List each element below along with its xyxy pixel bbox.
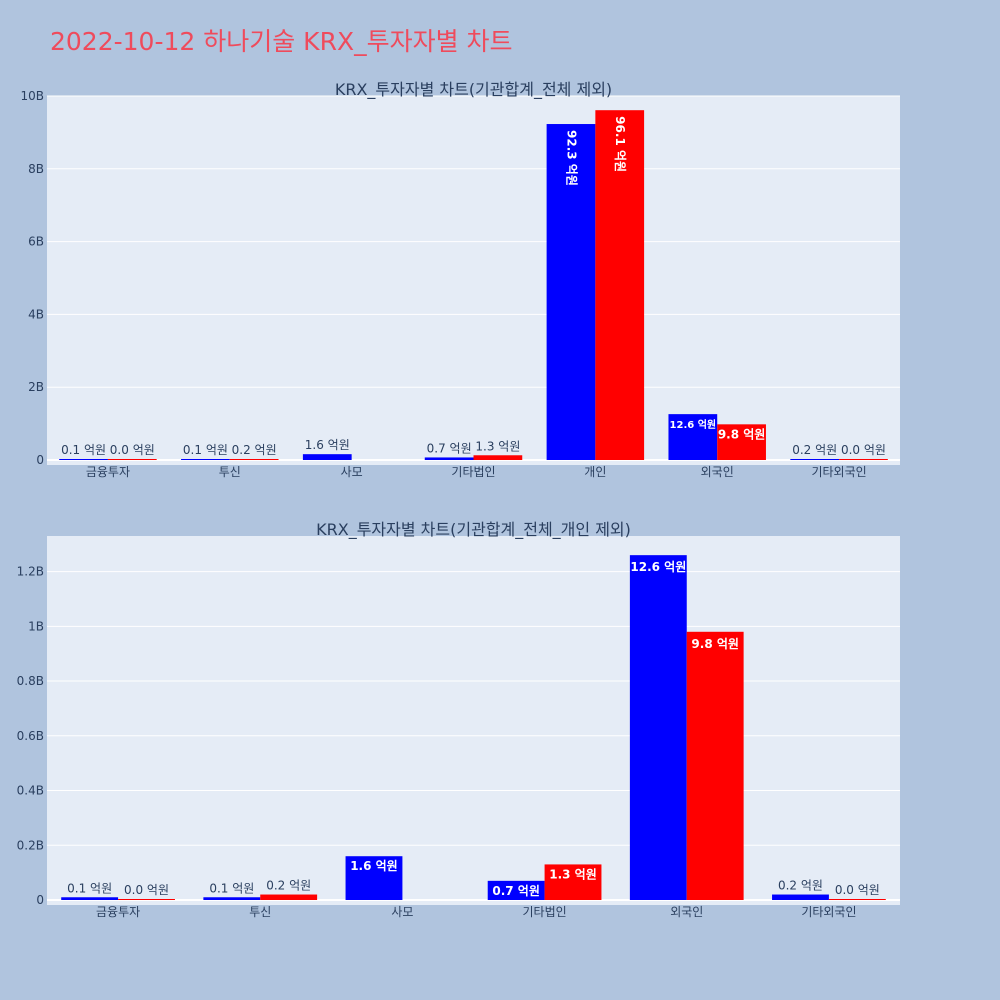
data-label: 1.6 억원: [305, 438, 350, 452]
y-tick-label: 1.2B: [17, 565, 44, 579]
data-label: 1.6 억원: [350, 859, 398, 873]
y-tick-label: 0.2B: [17, 838, 44, 852]
data-label: 0.7 억원: [492, 884, 540, 898]
chart-2: 0 0.2B 0.4B 0.6B 0.8B 1B 1.2B KRX_투자자별 차트(기관합계_…: [17, 520, 900, 919]
x-tick-label: 기타법인: [522, 905, 566, 919]
bar: [59, 459, 108, 460]
plot-background: [47, 96, 900, 465]
x-tick-label: 사모: [391, 905, 413, 919]
chart-title: KRX_투자자별 차트(기관합계_전체 제외): [335, 80, 612, 100]
bar: [424, 457, 474, 460]
bar: [629, 555, 687, 900]
bar: [61, 897, 119, 900]
x-tick-label: 기타외국인: [801, 905, 856, 919]
data-label: 1.3 억원: [475, 439, 520, 453]
data-label: 0.1 억원: [183, 443, 228, 457]
data-label: 92.3 억원: [564, 130, 578, 186]
data-label: 9.8 억원: [691, 637, 739, 651]
bar: [302, 454, 352, 460]
y-tick-label: 1B: [28, 619, 44, 633]
bar: [790, 459, 840, 460]
x-tick-label: 기타법인: [451, 465, 495, 479]
x-tick-label: 투신: [249, 905, 271, 919]
bar: [203, 897, 261, 900]
x-tick-label: 기타외국인: [811, 465, 866, 479]
data-label: 9.8 억원: [718, 427, 766, 441]
x-tick-label: 외국인: [701, 465, 734, 479]
chart-title: KRX_투자자별 차트(기관합계_전체_개인 제외): [316, 520, 631, 540]
x-tick-label: 개인: [584, 465, 606, 479]
chart-1: 0 2B 4B 6B 8B 10B KRX_투자자별 차트(기관합계_전체 제외) 금융투자 0…: [20, 80, 900, 479]
bar: [546, 124, 596, 460]
bar: [229, 459, 279, 460]
data-label: 0.2 억원: [792, 443, 837, 457]
x-tick-label: 사모: [341, 465, 363, 479]
y-tick-label: 0.6B: [17, 729, 44, 743]
data-label: 0.2 억원: [266, 879, 311, 893]
bar: [828, 899, 886, 900]
y-tick-label: 0.4B: [17, 784, 44, 798]
bar: [118, 899, 175, 900]
bar: [686, 631, 744, 900]
data-label: 12.6 억원: [630, 560, 686, 574]
data-label: 0.0 억원: [841, 443, 886, 457]
x-tick-label: 금융투자: [96, 905, 140, 919]
data-label: 0.1 억원: [209, 881, 254, 895]
bar: [107, 459, 157, 460]
bar: [544, 864, 602, 900]
data-label: 0.0 억원: [110, 443, 155, 457]
data-label: 0.0 억원: [124, 883, 169, 897]
x-tick-label: 금융투자: [86, 465, 130, 479]
data-label: 0.2 억원: [778, 879, 823, 893]
bar: [181, 459, 230, 460]
bar: [345, 856, 403, 900]
y-tick-label: 2B: [28, 380, 44, 394]
y-tick-label: 4B: [28, 307, 44, 321]
x-tick-label: 투신: [219, 465, 241, 479]
data-label: 0.1 억원: [61, 443, 106, 457]
x-tick-label: 외국인: [670, 905, 703, 919]
bar: [473, 455, 523, 460]
plot-background: [47, 536, 900, 905]
y-tick-label: 8B: [28, 162, 44, 176]
data-label: 0.0 억원: [835, 883, 880, 897]
bar: [260, 894, 318, 900]
bar: [487, 880, 545, 900]
bar: [595, 110, 645, 461]
page-title: 2022-10-12 하나기술 KRX_투자자별 차트: [50, 27, 513, 56]
bar: [839, 459, 888, 460]
bar: [772, 894, 829, 900]
y-tick-label: 0: [36, 453, 44, 467]
data-label: 0.1 억원: [67, 881, 112, 895]
y-tick-label: 0: [36, 893, 44, 907]
y-tick-label: 6B: [28, 235, 44, 249]
data-label: 96.1 억원: [613, 116, 627, 172]
y-tick-label: 10B: [20, 89, 44, 103]
data-label: 0.2 억원: [232, 443, 277, 457]
y-tick-label: 0.8B: [17, 674, 44, 688]
data-label: 0.7 억원: [427, 441, 472, 455]
data-label: 1.3 억원: [549, 867, 597, 881]
bar: [717, 424, 766, 460]
bar: [668, 414, 718, 460]
data-label: 12.6 억원: [670, 418, 717, 431]
